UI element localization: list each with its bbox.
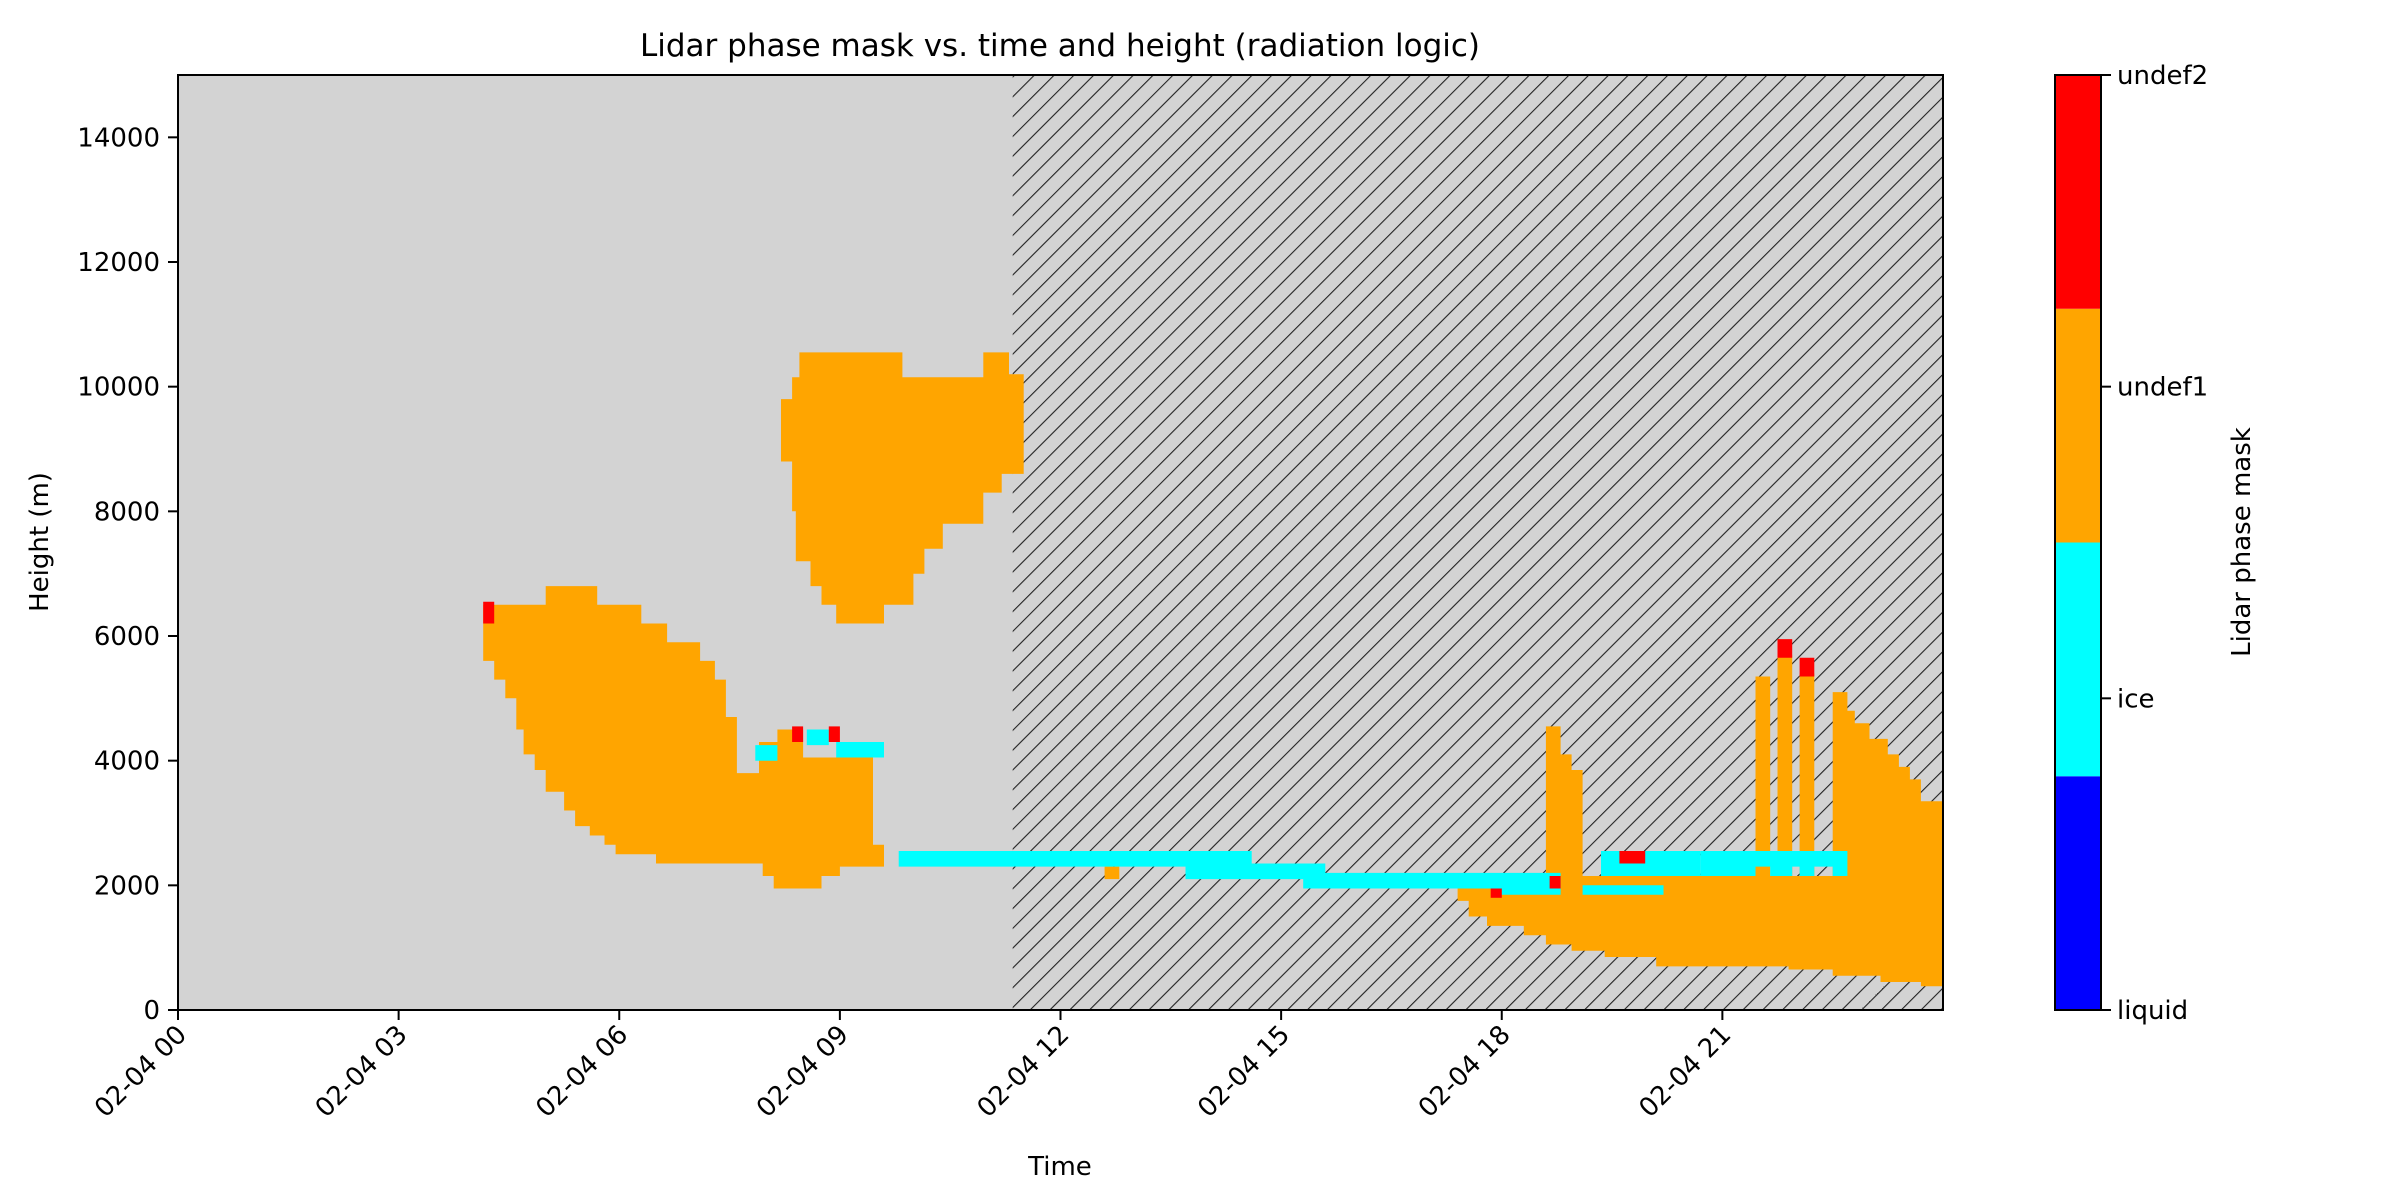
colorbar-segment-undef1 [2055, 308, 2101, 543]
phase-region-ice [806, 729, 829, 746]
colorbar-tick-label: ice [2117, 684, 2155, 714]
phase-region-undef1 [1104, 866, 1120, 880]
phase-region-undef2 [1549, 876, 1561, 889]
phase-region-undef2 [828, 726, 840, 742]
y-tick-label: 10000 [77, 373, 160, 403]
phase-region-undef2 [792, 726, 804, 742]
colorbar-segment-liquid [2055, 776, 2101, 1010]
x-tick-label: 02-04 09 [751, 1020, 855, 1124]
x-tick-label: 02-04 18 [1413, 1020, 1517, 1124]
colorbar-label: Lidar phase mask [2227, 427, 2257, 657]
phase-region-undef1 [1457, 692, 1943, 987]
x-tick-label: 02-04 15 [1192, 1020, 1296, 1124]
y-tick-label: 14000 [77, 123, 160, 153]
phase-region-undef1 [1545, 726, 1583, 876]
phase-region-undef1 [483, 586, 884, 889]
colorbar-segment-ice [2055, 542, 2101, 777]
phase-region-ice [1700, 851, 1848, 876]
x-tick-label: 02-04 21 [1633, 1020, 1737, 1124]
phase-region-ice [755, 745, 778, 761]
x-tick-label: 02-04 06 [530, 1020, 634, 1124]
phase-region-undef2 [483, 601, 495, 624]
phase-region-ice [898, 851, 1561, 895]
phase-region-undef1 [1755, 676, 1771, 876]
colorbar-segment-undef2 [2055, 75, 2101, 309]
y-axis-label: Height (m) [25, 472, 55, 612]
colorbar-tick-label: liquid [2117, 996, 2188, 1026]
y-tick-label: 12000 [77, 248, 160, 278]
y-tick-label: 6000 [94, 622, 160, 652]
y-tick-label: 0 [143, 996, 160, 1026]
phase-region-undef2 [1777, 639, 1793, 658]
y-tick-label: 2000 [94, 871, 160, 901]
x-tick-label: 02-04 12 [972, 1020, 1076, 1124]
phase-region-ice [836, 742, 884, 758]
phase-region-undef2 [1799, 657, 1815, 677]
x-axis-label: Time [1027, 1152, 1092, 1182]
y-tick-label: 8000 [94, 497, 160, 527]
x-tick-label: 02-04 00 [89, 1020, 193, 1124]
phase-region-undef1 [781, 352, 1024, 624]
phase-region-ice [1601, 851, 1701, 876]
chart-title: Lidar phase mask vs. time and height (ra… [640, 28, 1480, 64]
phase-region-undef1 [1799, 673, 1815, 876]
phase-region-undef2 [1619, 851, 1646, 864]
colorbar-frame [2054, 74, 2102, 1011]
phase-region-undef1 [1777, 654, 1793, 876]
x-tick-label: 02-04 03 [310, 1020, 414, 1124]
phase-region-ice [1582, 885, 1664, 895]
colorbar-tick-label: undef2 [2117, 61, 2208, 91]
phase-region-undef2 [1490, 888, 1502, 898]
y-tick-label: 4000 [94, 747, 160, 777]
colorbar-tick-label: undef1 [2117, 373, 2208, 403]
